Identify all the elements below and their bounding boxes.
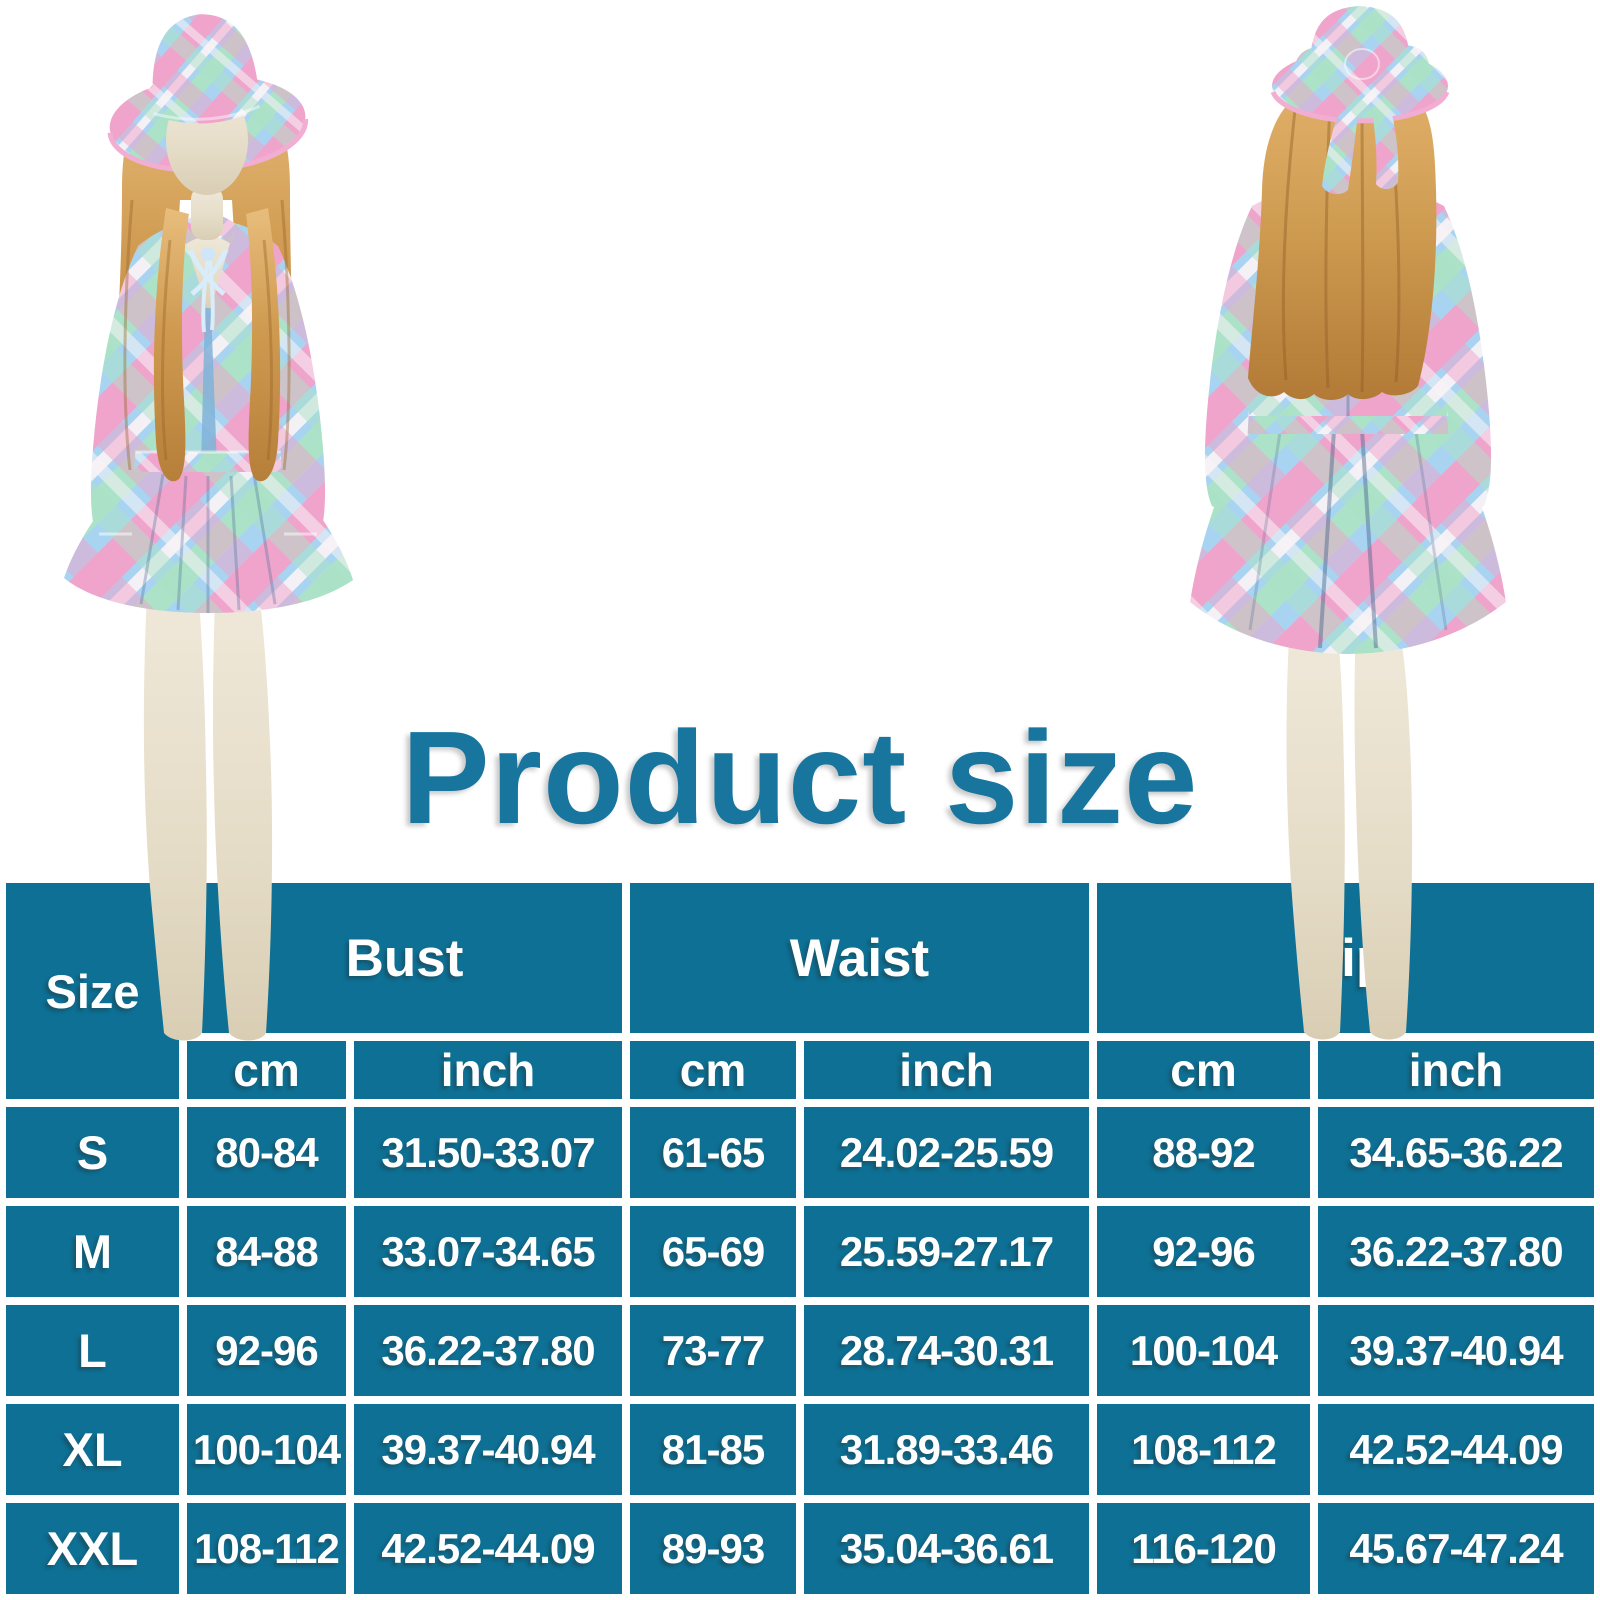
back-sleeves [1204, 206, 1492, 511]
l-hip-cm: 100-104 [1097, 1305, 1310, 1396]
s-waist-inch: 24.02-25.59 [804, 1107, 1089, 1198]
l-bust-cm: 92-96 [187, 1305, 346, 1396]
m-bust-cm: 84-88 [187, 1206, 346, 1297]
m-hip-cm: 92-96 [1097, 1206, 1310, 1297]
hip-inch-header: inch [1318, 1041, 1594, 1099]
m-waist-cm: 65-69 [630, 1206, 796, 1297]
size-table: Size Bust Waist Hip cm inch cm inch cm i… [6, 883, 1594, 1594]
front-neck [191, 186, 223, 240]
mannequin-front-photo [64, 14, 353, 1041]
xxl-waist-cm: 89-93 [630, 1503, 796, 1594]
m-waist-inch: 25.59-27.17 [804, 1206, 1089, 1297]
xl-hip-cm: 108-112 [1097, 1404, 1310, 1495]
size-label-s: S [6, 1107, 179, 1198]
front-sleeves [90, 246, 326, 545]
xxl-hip-inch: 45.67-47.24 [1318, 1503, 1594, 1594]
size-label-m: M [6, 1206, 179, 1297]
back-skirt [1190, 426, 1506, 654]
xl-bust-inch: 39.37-40.94 [354, 1404, 622, 1495]
bust-cm-header: cm [187, 1041, 346, 1099]
s-hip-inch: 34.65-36.22 [1318, 1107, 1594, 1198]
l-hip-inch: 39.37-40.94 [1318, 1305, 1594, 1396]
xxl-hip-cm: 116-120 [1097, 1503, 1310, 1594]
front-neck-tie [187, 248, 229, 333]
xxl-bust-cm: 108-112 [187, 1503, 346, 1594]
front-skirt [64, 468, 353, 613]
xl-waist-cm: 81-85 [630, 1404, 796, 1495]
xxl-waist-inch: 35.04-36.61 [804, 1503, 1089, 1594]
size-label-xxl: XXL [6, 1503, 179, 1594]
size-label-l: L [6, 1305, 179, 1396]
front-hair-locks [123, 199, 291, 482]
s-hip-cm: 88-92 [1097, 1107, 1310, 1198]
m-hip-inch: 36.22-37.80 [1318, 1206, 1594, 1297]
waist-group-header: Waist [630, 883, 1089, 1033]
s-bust-cm: 80-84 [187, 1107, 346, 1198]
s-waist-cm: 61-65 [630, 1107, 796, 1198]
waist-inch-header: inch [804, 1041, 1089, 1099]
mannequin-back-photo [1190, 6, 1506, 1040]
bust-inch-header: inch [354, 1041, 622, 1099]
s-bust-inch: 31.50-33.07 [354, 1107, 622, 1198]
back-hat-bow [1295, 45, 1429, 195]
l-bust-inch: 36.22-37.80 [354, 1305, 622, 1396]
size-label-xl: XL [6, 1404, 179, 1495]
xl-waist-inch: 31.89-33.46 [804, 1404, 1089, 1495]
front-hat-crown [152, 14, 261, 124]
xl-bust-cm: 100-104 [187, 1404, 346, 1495]
hip-cm-header: cm [1097, 1041, 1310, 1099]
m-bust-inch: 33.07-34.65 [354, 1206, 622, 1297]
size-column-header: Size [6, 883, 179, 1099]
l-waist-inch: 28.74-30.31 [804, 1305, 1089, 1396]
xxl-bust-inch: 42.52-44.09 [354, 1503, 622, 1594]
page-title: Product size [401, 704, 1199, 851]
front-legs [143, 575, 273, 1041]
hip-group-header: Hip [1097, 883, 1594, 1033]
waist-cm-header: cm [630, 1041, 796, 1099]
back-legs [1286, 620, 1413, 1040]
xl-hip-inch: 42.52-44.09 [1318, 1404, 1594, 1495]
l-waist-cm: 73-77 [630, 1305, 796, 1396]
